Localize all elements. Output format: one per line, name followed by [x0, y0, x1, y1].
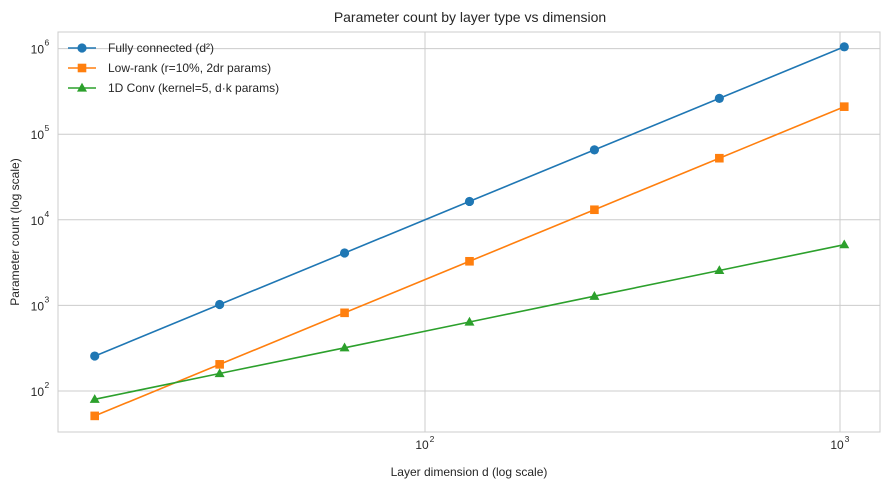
data-point — [339, 342, 350, 352]
data-point — [464, 316, 475, 326]
chart-title: Parameter count by layer type vs dimensi… — [334, 9, 606, 25]
data-point — [589, 291, 600, 300]
svg-text:3: 3 — [845, 434, 850, 444]
data-point — [89, 394, 100, 403]
y-axis-label: Parameter count (log scale) — [8, 158, 22, 305]
data-point — [214, 368, 225, 378]
y-tick-label: 10 5 — [31, 123, 50, 142]
x-tick-label: 10 2 — [415, 434, 434, 452]
legend-marker — [77, 63, 87, 73]
data-point — [215, 299, 225, 310]
svg-text:10: 10 — [830, 438, 844, 452]
data-point — [90, 411, 100, 421]
legend-label: Fully connected (d²) — [108, 41, 214, 55]
plot-area — [57, 31, 881, 433]
legend: Fully connected (d²) Low-rank (r=10%, 2dr… — [68, 41, 279, 95]
data-point — [465, 256, 474, 266]
series-layer — [89, 42, 850, 421]
data-point — [464, 196, 475, 207]
svg-text:10: 10 — [415, 438, 429, 452]
data-point — [90, 351, 100, 361]
series-circle — [90, 42, 849, 361]
x-tick-label: 10 3 — [830, 434, 849, 452]
series-square — [90, 102, 849, 421]
data-point — [215, 360, 224, 369]
svg-text:4: 4 — [45, 209, 50, 219]
svg-text:3: 3 — [45, 294, 50, 304]
svg-text:6: 6 — [45, 38, 50, 48]
legend-marker — [77, 43, 87, 53]
y-tick-label: 10 6 — [31, 38, 50, 57]
legend-label: Low-rank (r=10%, 2dr params) — [108, 61, 271, 75]
data-point — [590, 205, 599, 215]
data-point — [715, 153, 724, 163]
data-point — [714, 93, 724, 103]
y-tick-label: 10 3 — [31, 294, 50, 313]
data-point — [339, 248, 350, 258]
plot-frame — [57, 31, 881, 433]
legend-marker — [77, 82, 87, 92]
data-point — [340, 308, 349, 318]
legend-item: Fully connected (d²) — [68, 41, 214, 55]
y-tick-label: 10 2 — [31, 380, 50, 399]
svg-text:2: 2 — [45, 380, 50, 390]
legend-label: 1D Conv (kernel=5, d·k params) — [108, 81, 279, 95]
legend-item: Low-rank (r=10%, 2dr params) — [68, 61, 271, 75]
data-point — [839, 42, 849, 52]
data-point — [714, 265, 725, 275]
data-point — [839, 102, 849, 111]
svg-text:2: 2 — [430, 434, 435, 444]
x-axis-ticks: 10 2 10 3 — [415, 434, 849, 452]
x-axis-label: Layer dimension d (log scale) — [391, 465, 548, 479]
series-triangle — [89, 239, 850, 403]
svg-text:5: 5 — [45, 123, 50, 133]
svg-text:10: 10 — [31, 214, 45, 228]
data-point — [839, 239, 850, 249]
data-point — [589, 145, 600, 155]
legend-item: 1D Conv (kernel=5, d·k params) — [68, 81, 279, 95]
svg-text:10: 10 — [31, 43, 45, 57]
y-tick-label: 10 4 — [31, 209, 50, 228]
svg-text:10: 10 — [31, 299, 45, 313]
svg-text:10: 10 — [31, 128, 45, 142]
grid-lines — [58, 32, 880, 432]
svg-text:10: 10 — [31, 385, 45, 399]
